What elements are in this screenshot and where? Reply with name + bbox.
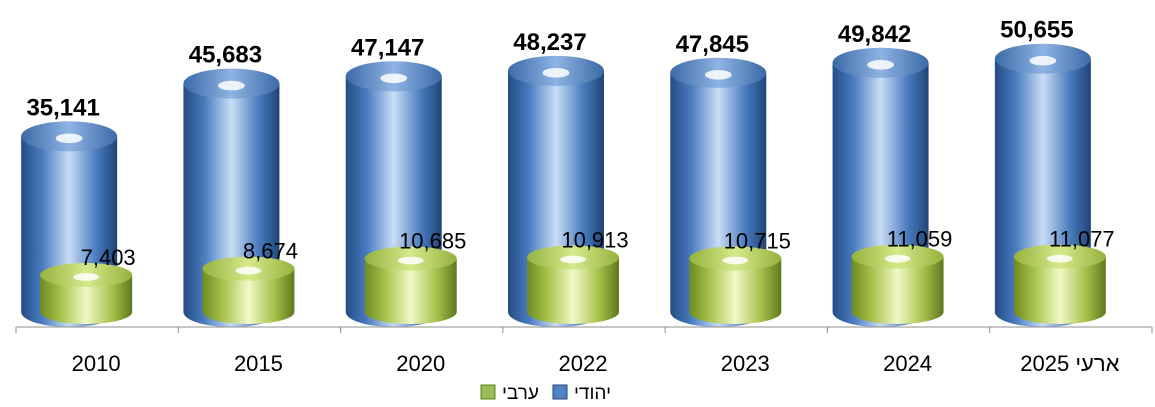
legend: ערבי יהודי [480, 383, 611, 404]
bar-arab-5-highlight [884, 254, 911, 263]
bar-arab-1-body [202, 268, 295, 324]
bar-arab-3 [527, 245, 619, 324]
bar-arab-4 [689, 246, 782, 324]
bar-arab-1-highlight [235, 266, 262, 275]
x-tick-label: 2015 [234, 351, 283, 376]
bar-arab-5-body [851, 256, 944, 324]
legend-swatch-jewish [552, 384, 568, 400]
data-label-arab: 8,674 [243, 239, 298, 264]
bar-arab-3-highlight [560, 255, 586, 264]
data-label-jewish: 35,141 [26, 94, 99, 121]
bar-arab-3-body [527, 257, 619, 324]
legend-swatch-arab [480, 384, 496, 400]
bar-arab-6-highlight [1046, 254, 1073, 263]
x-tick-label: 2025 ארעי [1020, 351, 1119, 376]
bar-arab-0-highlight [73, 273, 100, 281]
data-label-arab: 10,715 [724, 228, 791, 253]
bar-jewish-0-highlight [55, 133, 83, 144]
bar-arab-2 [364, 246, 457, 324]
data-label-arab: 11,059 [887, 227, 953, 252]
x-tick-label: 2010 [72, 351, 121, 376]
bar-arab-1 [202, 256, 295, 324]
bar-jewish-4-highlight [704, 69, 732, 80]
x-axis-tick-labels: 2010 2015 2020 2022 2023 2024 2025 ארעי [72, 351, 1120, 376]
data-label-jewish: 48,237 [513, 29, 586, 56]
x-tick-label: 2020 [396, 351, 445, 376]
bar-jewish-2-highlight [380, 73, 408, 84]
bar-arab-6-body [1013, 256, 1106, 325]
x-tick-label: 2024 [883, 351, 932, 376]
data-label-jewish: 45,683 [189, 42, 262, 69]
data-label-arab: 11,077 [1049, 227, 1115, 252]
bars-layer [21, 43, 1106, 328]
data-label-jewish: 47,147 [351, 34, 424, 61]
bar-arab-5 [851, 244, 944, 324]
bar-arab-4-highlight [722, 256, 749, 265]
legend-item-arab: ערבי [480, 383, 539, 404]
legend-label-jewish: יהודי [574, 383, 611, 404]
legend-item-jewish: יהודי [552, 383, 611, 404]
bar-arab-6 [1013, 244, 1106, 325]
x-axis-ticks [15, 327, 1153, 333]
bar-arab-0-body [40, 274, 133, 324]
bar-arab-4-body [689, 258, 782, 324]
bar-jewish-1-highlight [217, 80, 245, 91]
data-label-jewish: 47,845 [676, 31, 749, 58]
x-tick-label: 2023 [721, 351, 770, 376]
data-label-arab: 10,685 [399, 229, 466, 254]
legend-label-arab: ערבי [502, 383, 539, 404]
x-tick-label: 2022 [559, 351, 608, 376]
data-label-jewish: 49,842 [838, 21, 911, 48]
bar-jewish-6-highlight [1029, 55, 1057, 66]
bar-jewish-5-highlight [867, 59, 895, 70]
data-label-jewish: 50,655 [1000, 17, 1073, 44]
data-label-arab: 7,403 [81, 245, 136, 270]
bar-jewish-3-highlight [542, 68, 570, 78]
data-label-arab: 10,913 [561, 227, 628, 252]
labels-layer: 35,141 7,403 45,683 8,674 47,147 10,685 48,237… [26, 17, 1114, 270]
bar-arab-2-body [364, 258, 457, 324]
bar-arab-0 [40, 262, 133, 324]
bar-arab-2-highlight [397, 256, 424, 265]
